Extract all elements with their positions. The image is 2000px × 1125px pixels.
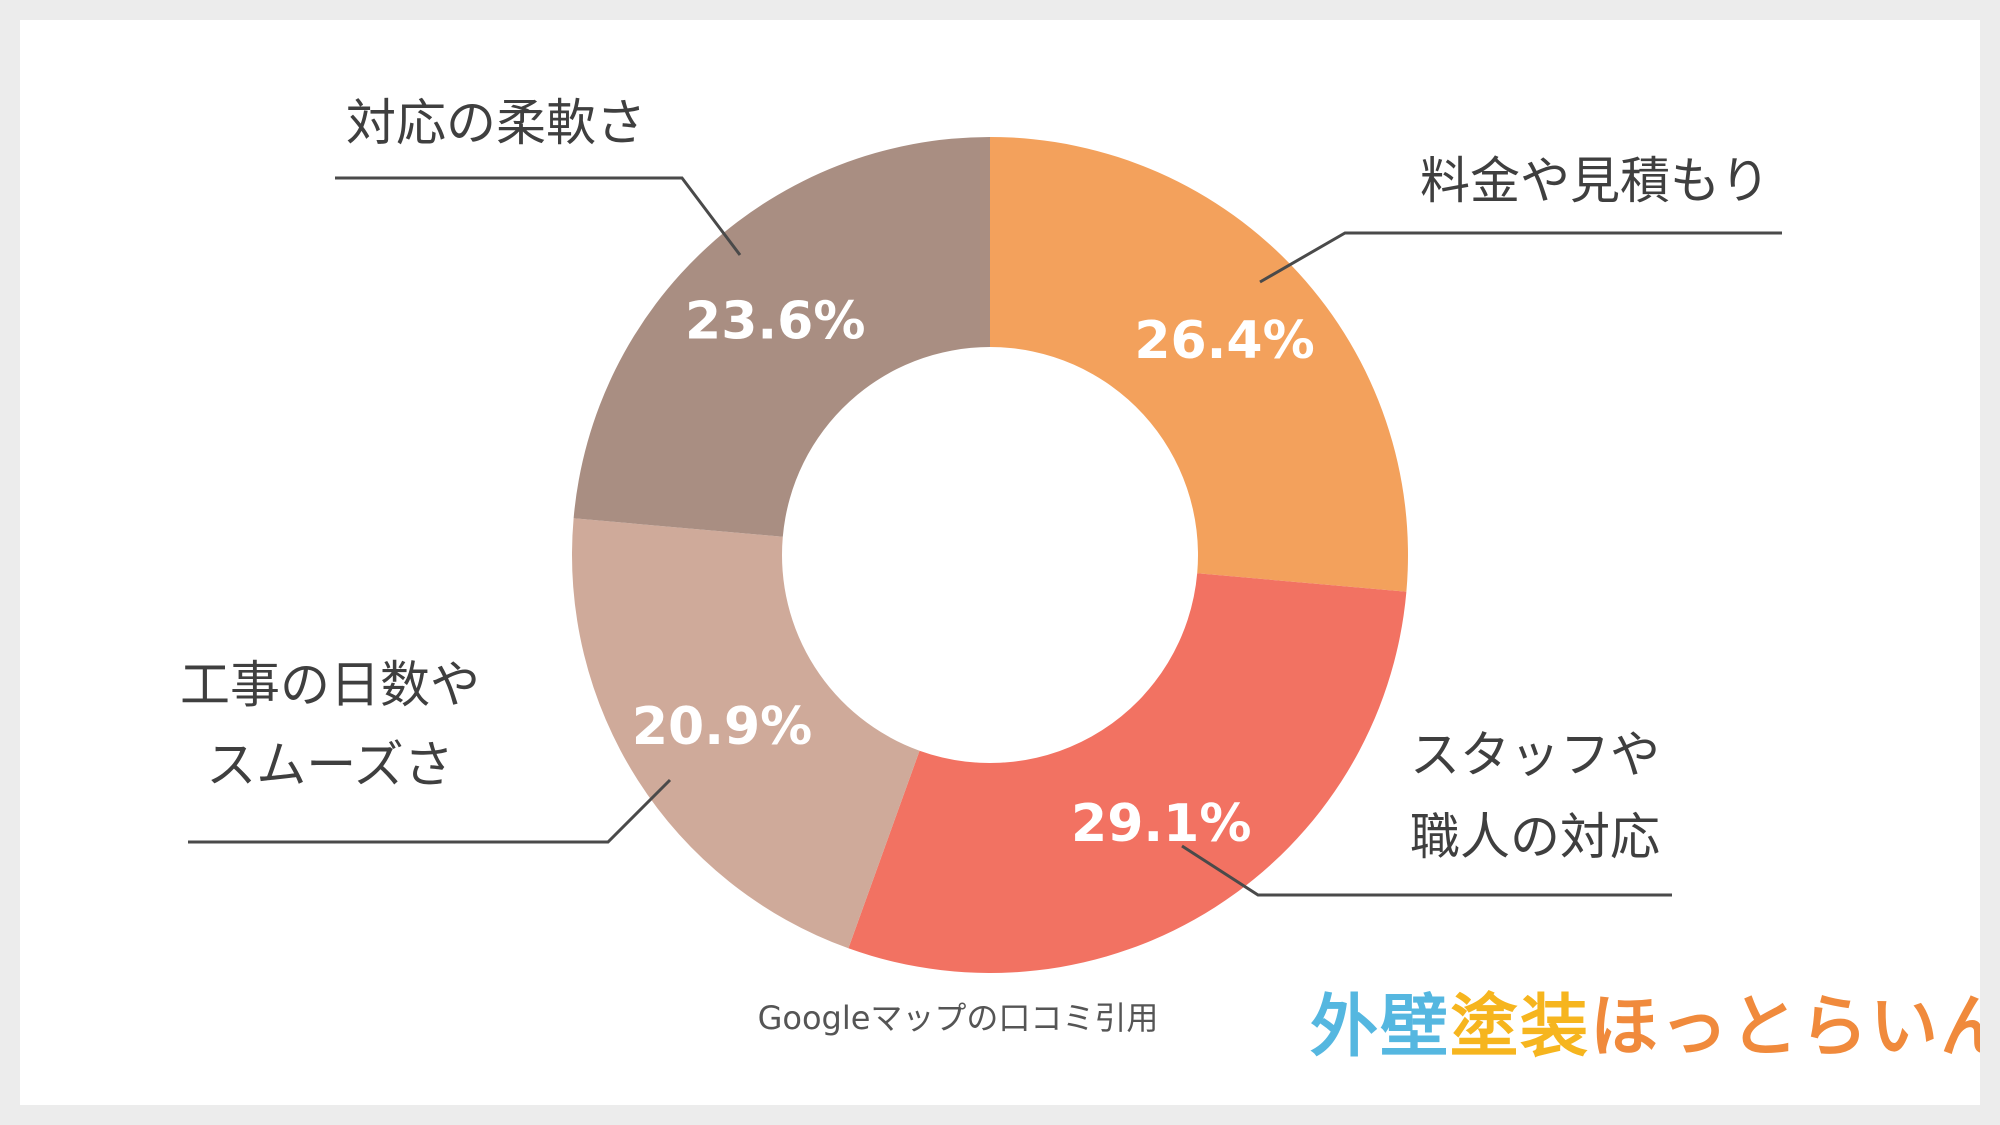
category-label-1-line-1: 料金や見積もり bbox=[1420, 152, 1770, 210]
category-label-3-line-1: 工事の日数や bbox=[180, 656, 480, 714]
donut-slice-4 bbox=[573, 137, 990, 537]
donut-slice-1 bbox=[990, 137, 1408, 592]
donut-slices bbox=[572, 137, 1408, 973]
slice-value-label-2: 29.1% bbox=[1071, 794, 1251, 854]
slice-value-label-3: 20.9% bbox=[632, 697, 812, 757]
category-label-2-line-2: 職人の対応 bbox=[1410, 808, 1660, 866]
donut-slice-3 bbox=[572, 518, 920, 949]
brand-segment-1: 外壁 bbox=[1310, 988, 1450, 1067]
slice-value-label-1: 26.4% bbox=[1134, 311, 1314, 371]
chart-canvas: 26.4% 29.1% 20.9% 23.6% 料金や見積もりスタッフや職人の対応 工事… bbox=[20, 20, 1980, 1105]
category-label-1: 料金や見積もり bbox=[1420, 152, 1770, 210]
brand-segment-2: 塗装 bbox=[1450, 988, 1590, 1067]
source-note: Googleマップの口コミ引用 bbox=[758, 999, 1159, 1037]
value-labels: 26.4% 29.1% 20.9% 23.6% bbox=[632, 291, 1315, 853]
leader-line-4 bbox=[335, 176, 742, 256]
category-label-3: 工事の日数やスムーズさ bbox=[180, 656, 480, 794]
brand-logo: 外壁塗装ほっとらいん bbox=[1310, 988, 1980, 1067]
slice-value-label-4: 23.6% bbox=[685, 291, 865, 351]
leader-line-3 bbox=[188, 778, 672, 844]
category-label-2: スタッフや職人の対応 bbox=[1410, 726, 1660, 866]
leader-line-1 bbox=[1259, 231, 1782, 284]
category-label-4-line-1: 対応の柔軟さ bbox=[346, 94, 646, 152]
leader-lines bbox=[188, 176, 1782, 897]
brand-segment-3: ほっとらいん bbox=[1590, 988, 1980, 1067]
leader-line-2 bbox=[1181, 844, 1672, 897]
category-label-3-line-2: スムーズさ bbox=[206, 736, 454, 794]
donut-slice-2 bbox=[848, 573, 1407, 973]
category-label-4: 対応の柔軟さ bbox=[346, 94, 646, 152]
category-label-2-line-1: スタッフや bbox=[1410, 726, 1660, 784]
